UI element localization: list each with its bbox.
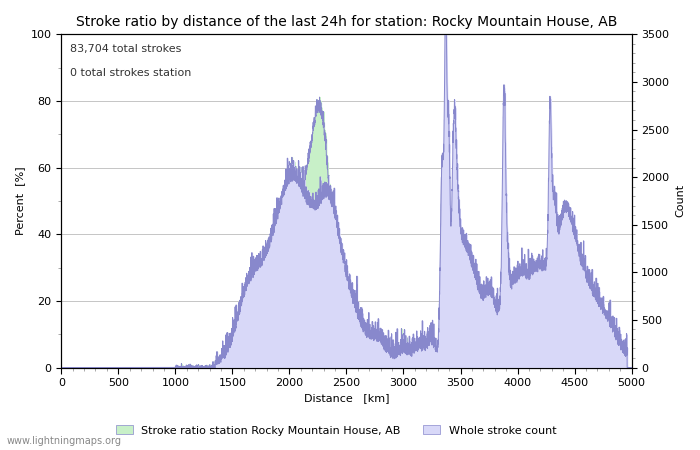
Legend: Stroke ratio station Rocky Mountain House, AB, Whole stroke count: Stroke ratio station Rocky Mountain Hous… [111, 421, 561, 440]
Text: www.lightningmaps.org: www.lightningmaps.org [7, 436, 122, 446]
Y-axis label: Count: Count [675, 184, 685, 217]
Text: 0 total strokes station: 0 total strokes station [70, 68, 191, 78]
X-axis label: Distance   [km]: Distance [km] [304, 393, 389, 404]
Title: Stroke ratio by distance of the last 24h for station: Rocky Mountain House, AB: Stroke ratio by distance of the last 24h… [76, 15, 617, 29]
Y-axis label: Percent  [%]: Percent [%] [15, 166, 25, 235]
Text: 83,704 total strokes: 83,704 total strokes [70, 45, 181, 54]
